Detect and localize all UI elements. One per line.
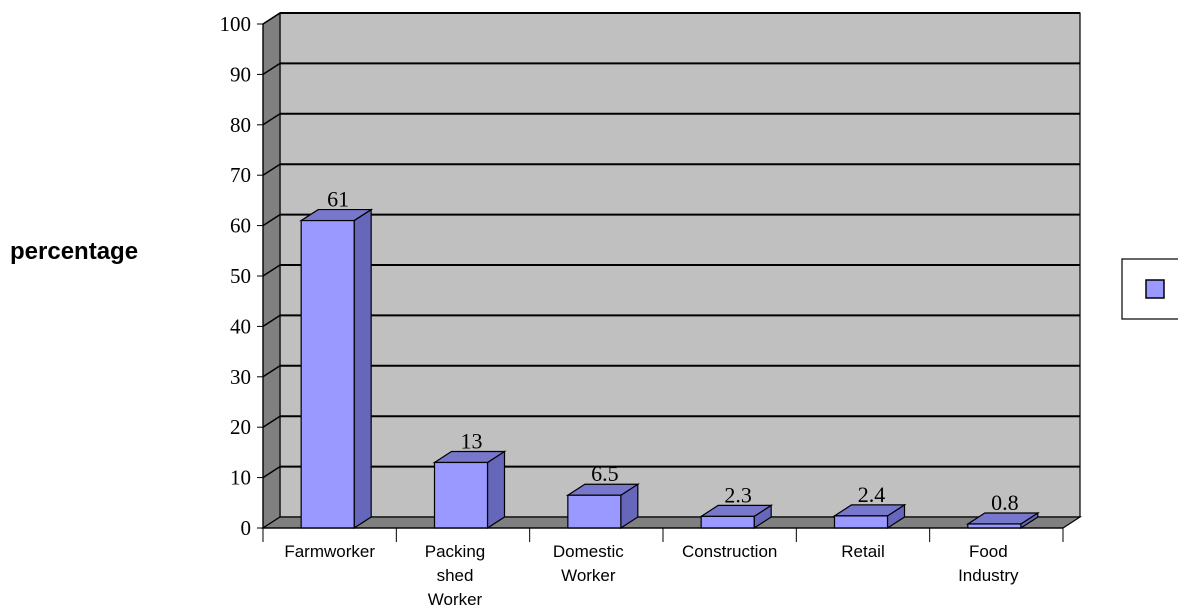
- bar-front: [967, 523, 1022, 529]
- gridline-side: [262, 12, 281, 25]
- bar: [965, 511, 1040, 530]
- gridline-side: [262, 264, 281, 277]
- bar-front: [700, 515, 755, 529]
- bar: [299, 208, 374, 530]
- x-tick-label: Food Industry: [958, 542, 1019, 585]
- chart-walls: [260, 11, 1083, 530]
- bar: [432, 450, 507, 530]
- y-axis-label: percentage: [10, 238, 138, 265]
- gridline-side: [262, 415, 281, 428]
- gridline-side: [262, 365, 281, 378]
- gridlines: [262, 12, 1080, 479]
- y-tick-label: 60: [230, 214, 251, 238]
- gridline-side: [262, 62, 281, 76]
- bar-front: [300, 219, 355, 529]
- bar: [832, 503, 907, 530]
- gridline-side: [262, 163, 281, 176]
- y-axis-ticks: 0 10 20 30 40 50 60 70 80 90 100: [220, 12, 264, 540]
- y-tick-label: 0: [241, 516, 252, 540]
- y-tick-label: 50: [230, 264, 251, 288]
- data-label: 2.4: [858, 482, 886, 507]
- y-tick-label: 90: [230, 62, 251, 86]
- y-tick-label: 10: [230, 466, 251, 490]
- bar-front: [567, 494, 622, 529]
- bar: [565, 483, 640, 530]
- bar-front: [833, 515, 889, 529]
- y-tick-label: 70: [230, 163, 251, 187]
- y-tick-label: 80: [230, 113, 251, 137]
- x-tick-label: Retail: [841, 542, 884, 561]
- x-tick-label: Farmworker: [284, 542, 375, 561]
- x-axis-ticks: Farmworker Packing shed Worker Domestic Worke…: [262, 527, 1064, 609]
- y-tick-label: 40: [230, 314, 251, 338]
- data-labels: 61 13 6.5 2.3 2.4 0.8: [327, 187, 1018, 515]
- bar-front: [433, 461, 489, 529]
- y-tick-label: 30: [230, 365, 251, 389]
- legend: [1121, 258, 1178, 320]
- bar-side: [353, 208, 372, 530]
- data-label: 61: [327, 187, 349, 212]
- bar-side: [486, 450, 506, 530]
- gridline-side: [262, 314, 281, 328]
- x-tick-label: Construction: [682, 542, 777, 561]
- data-label: 2.3: [724, 482, 752, 507]
- data-label: 13: [461, 428, 483, 453]
- gridline-side: [262, 213, 281, 227]
- x-tick-label: Domestic Worker: [553, 542, 624, 585]
- y-tick-label: 100: [220, 12, 252, 36]
- chart-floor: [260, 516, 1083, 529]
- x-tick-label: Packing shed Worker: [425, 542, 485, 609]
- data-label: 6.5: [591, 461, 619, 486]
- gridline-side: [262, 465, 281, 479]
- data-label: 0.8: [991, 490, 1019, 515]
- gridline-side: [262, 113, 281, 126]
- y-tick-label: 20: [230, 415, 251, 439]
- legend-swatch: [1145, 279, 1165, 299]
